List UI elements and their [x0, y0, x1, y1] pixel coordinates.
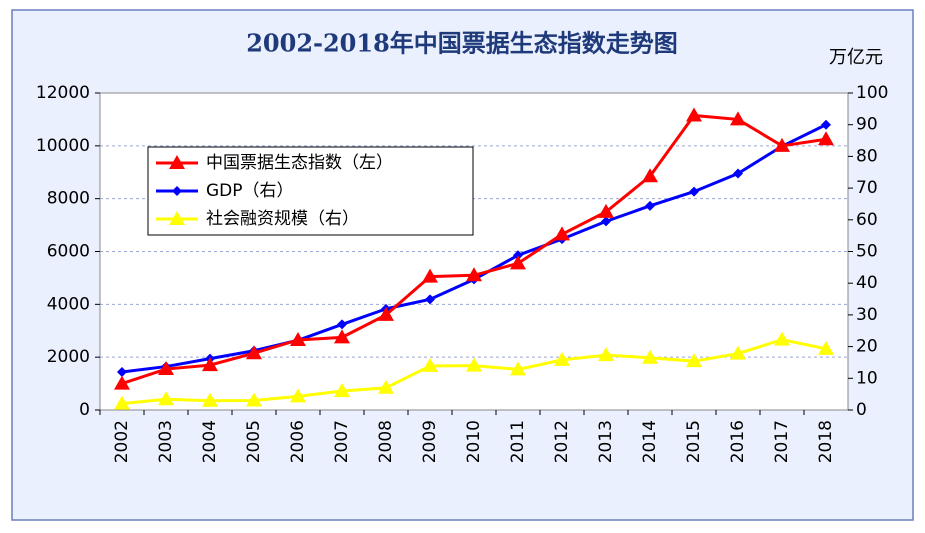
diamond-marker	[425, 294, 435, 305]
x-tick-label: 2003	[156, 420, 176, 463]
y-tick-label: 2000	[47, 347, 90, 367]
legend-label: 中国票据生态指数（左）	[206, 153, 393, 173]
legend-box	[147, 146, 474, 236]
y2-tick-label: 100	[856, 83, 888, 103]
legend-label: GDP（右）	[206, 181, 294, 201]
triangle-marker	[642, 349, 658, 364]
triangle-marker	[246, 392, 262, 407]
x-tick-label: 2008	[376, 420, 396, 463]
y-tick-label: 0	[79, 400, 90, 420]
y2-tick-label: 60	[856, 210, 878, 230]
x-tick-label: 2014	[640, 420, 660, 463]
y2-tick-label: 30	[856, 305, 878, 325]
triangle-marker	[202, 392, 218, 407]
triangle-marker	[686, 107, 702, 122]
x-tick-label: 2010	[464, 420, 484, 463]
triangle-marker	[422, 268, 438, 283]
triangle-marker	[334, 382, 350, 397]
x-tick-label: 2011	[508, 420, 528, 463]
x-tick-label: 2013	[596, 420, 616, 463]
y2-tick-label: 80	[856, 146, 878, 166]
triangle-marker	[774, 137, 790, 152]
triangle-marker	[114, 395, 130, 410]
triangle-marker	[290, 331, 306, 346]
triangle-marker	[378, 379, 394, 394]
y-tick-label: 4000	[47, 294, 90, 314]
x-tick-label: 2017	[772, 420, 792, 463]
triangle-marker	[202, 357, 218, 372]
y2-tick-label: 50	[856, 242, 878, 262]
triangle-marker	[158, 391, 174, 406]
triangle-marker	[554, 226, 570, 241]
triangle-marker	[598, 347, 614, 362]
triangle-marker	[466, 267, 482, 282]
triangle-marker	[686, 353, 702, 368]
x-tick-label: 2018	[816, 420, 836, 463]
diamond-marker	[601, 216, 611, 227]
y2-tick-label: 70	[856, 178, 878, 198]
diamond-marker	[513, 250, 523, 261]
y2-tick-label: 20	[856, 337, 878, 357]
x-tick-label: 2016	[728, 420, 748, 463]
triangle-marker	[818, 340, 834, 355]
triangle-marker	[730, 111, 746, 126]
x-tick-label: 2006	[288, 420, 308, 463]
x-tick-label: 2004	[200, 420, 220, 463]
triangle-marker	[642, 168, 658, 183]
diamond-marker	[337, 319, 347, 330]
x-tick-label: 2005	[244, 420, 264, 463]
x-tick-label: 2009	[420, 420, 440, 463]
triangle-marker	[378, 306, 394, 321]
x-tick-label: 2002	[112, 420, 132, 463]
diamond-marker	[821, 119, 831, 130]
diamond-marker	[645, 200, 655, 211]
y2-tick-label: 0	[856, 400, 867, 420]
x-tick-label: 2015	[684, 420, 704, 463]
triangle-marker	[510, 361, 526, 376]
y-tick-label: 8000	[47, 189, 90, 209]
triangle-marker	[554, 351, 570, 366]
triangle-marker	[114, 375, 130, 390]
triangle-marker	[422, 357, 438, 372]
triangle-marker	[158, 361, 174, 376]
triangle-marker	[510, 255, 526, 270]
triangle-marker	[730, 345, 746, 360]
triangle-marker	[290, 388, 306, 403]
y-tick-label: 6000	[47, 242, 90, 262]
triangle-marker	[774, 331, 790, 346]
x-tick-label: 2007	[332, 420, 352, 463]
triangle-marker	[169, 155, 185, 169]
triangle-marker	[334, 329, 350, 344]
y-tick-label: 10000	[36, 136, 90, 156]
triangle-marker	[246, 345, 262, 360]
chart-title: 2002-2018年中国票据生态指数走势图	[246, 29, 678, 58]
diamond-marker	[172, 186, 182, 196]
y2-axis-unit: 万亿元	[829, 47, 883, 68]
triangle-marker	[466, 357, 482, 372]
diamond-marker	[733, 168, 743, 179]
legend-label: 社会融资规模（右）	[206, 209, 359, 229]
triangle-marker	[169, 211, 185, 225]
diamond-marker	[117, 366, 127, 377]
triangle-marker	[818, 131, 834, 146]
y2-tick-label: 10	[856, 368, 878, 388]
y2-tick-label: 40	[856, 273, 878, 293]
triangle-marker	[598, 203, 614, 218]
y-tick-label: 12000	[36, 83, 90, 103]
x-tick-label: 2012	[552, 420, 572, 463]
diamond-marker	[689, 186, 699, 197]
y2-tick-label: 90	[856, 115, 878, 135]
